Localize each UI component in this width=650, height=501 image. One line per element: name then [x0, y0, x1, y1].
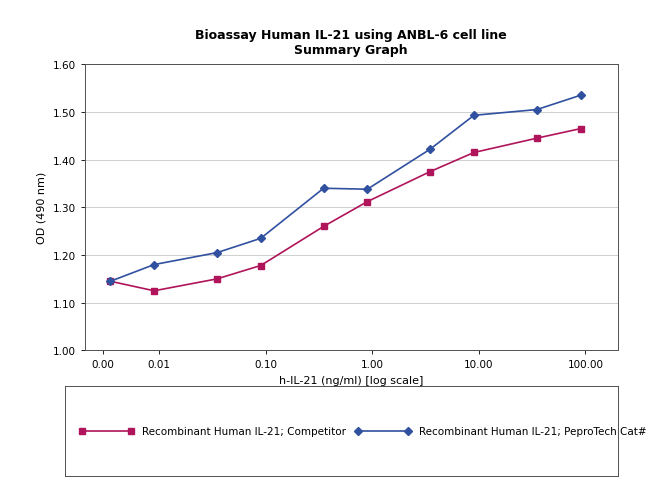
Recombinant Human IL-21; PeproTech Cat# 200-21	[213, 250, 221, 256]
Title: Bioassay Human IL-21 using ANBL-6 cell line
Summary Graph: Bioassay Human IL-21 using ANBL-6 cell l…	[195, 29, 507, 57]
Recombinant Human IL-21; Competitor	[107, 279, 114, 285]
Recombinant Human IL-21; PeproTech Cat# 200-21	[426, 147, 434, 153]
Recombinant Human IL-21; PeproTech Cat# 200-21	[533, 107, 541, 113]
Recombinant Human IL-21; Competitor	[363, 199, 371, 205]
Recombinant Human IL-21; Competitor	[257, 263, 265, 269]
Recombinant Human IL-21; Competitor	[213, 277, 221, 283]
Recombinant Human IL-21; PeproTech Cat# 200-21	[150, 262, 158, 268]
X-axis label: h-IL-21 (ng/ml) [log scale]: h-IL-21 (ng/ml) [log scale]	[279, 375, 423, 385]
Recombinant Human IL-21; PeproTech Cat# 200-21	[257, 236, 265, 242]
Recombinant Human IL-21; Competitor	[533, 136, 541, 142]
Text: Recombinant Human IL-21; Competitor: Recombinant Human IL-21; Competitor	[142, 426, 346, 436]
Text: Recombinant Human IL-21; PeproTech Cat# 200-21: Recombinant Human IL-21; PeproTech Cat# …	[419, 426, 650, 436]
Line: Recombinant Human IL-21; Competitor: Recombinant Human IL-21; Competitor	[108, 127, 583, 294]
Recombinant Human IL-21; Competitor	[470, 150, 478, 156]
Recombinant Human IL-21; PeproTech Cat# 200-21	[470, 113, 478, 119]
Y-axis label: OD (490 nm): OD (490 nm)	[37, 172, 47, 244]
Recombinant Human IL-21; Competitor	[426, 169, 434, 175]
Recombinant Human IL-21; PeproTech Cat# 200-21	[363, 187, 371, 193]
Recombinant Human IL-21; Competitor	[577, 126, 584, 132]
Recombinant Human IL-21; Competitor	[320, 224, 328, 230]
Recombinant Human IL-21; Competitor	[150, 288, 158, 294]
Recombinant Human IL-21; PeproTech Cat# 200-21	[107, 279, 114, 285]
Line: Recombinant Human IL-21; PeproTech Cat# 200-21: Recombinant Human IL-21; PeproTech Cat# …	[108, 93, 583, 285]
Recombinant Human IL-21; PeproTech Cat# 200-21	[577, 93, 584, 99]
Recombinant Human IL-21; PeproTech Cat# 200-21	[320, 186, 328, 192]
